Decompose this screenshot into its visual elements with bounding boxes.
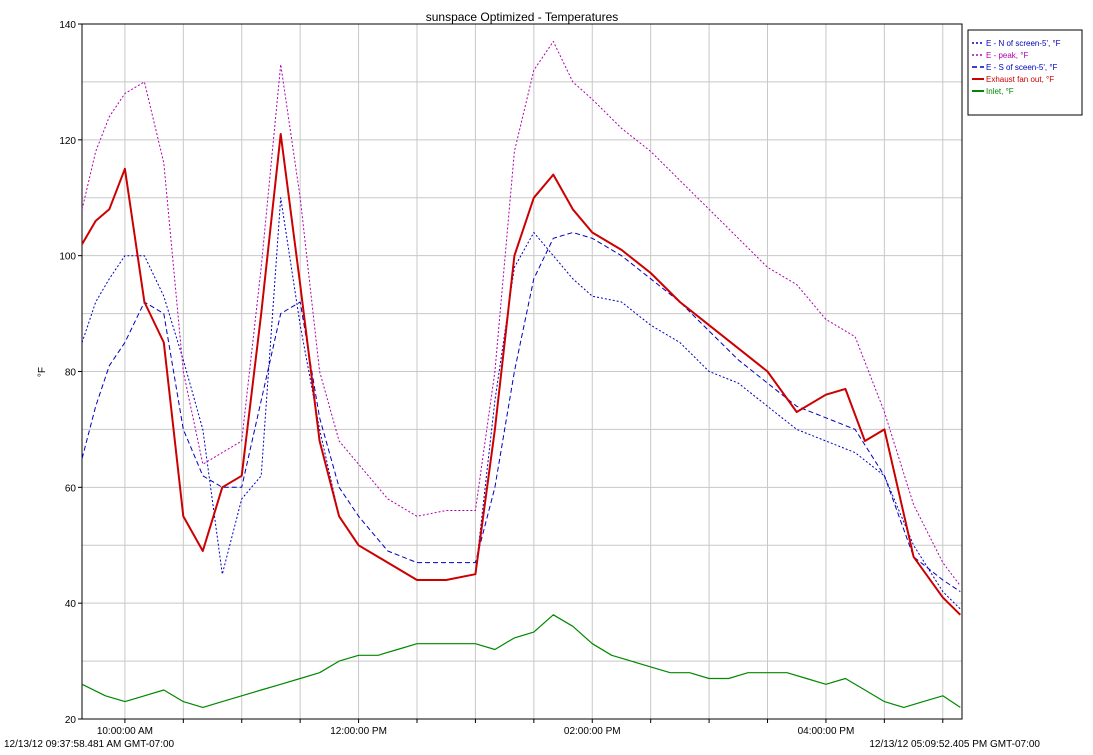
y-tick-label: 60: [65, 483, 77, 494]
x-tick-label: 12:00:00 PM: [330, 726, 387, 737]
x-tick-label: 02:00:00 PM: [564, 726, 621, 737]
series-line-2: [81, 40, 961, 587]
series-line-4: [81, 133, 962, 616]
series-line-5: [81, 614, 961, 709]
x-range-start-label: 12/13/12 09:37:58.481 AM GMT-07:00: [4, 739, 175, 750]
series-layer: [81, 40, 962, 709]
x-axis: 10:00:00 AM 12:00:00 PM 02:00:00 PM 04:00:0…: [97, 719, 944, 737]
legend-label-2: E - peak, °F: [986, 51, 1028, 60]
y-tick-label: 140: [59, 20, 76, 31]
series-line-3: [81, 232, 961, 593]
y-axis: 20 40 60 80 100 120 140: [59, 20, 82, 726]
chart-title: sunspace Optimized - Temperatures: [426, 10, 619, 24]
legend-label-4: Exhaust fan out, °F: [986, 75, 1054, 84]
series-line-1: [81, 197, 961, 610]
legend-label-3: E - S of sceen-5', °F: [986, 63, 1058, 72]
x-tick-label: 10:00:00 AM: [97, 726, 153, 737]
legend: E - N of screen-5', °F E - peak, °F E - S …: [967, 29, 1083, 116]
y-tick-label: 120: [59, 136, 76, 147]
y-axis-label: °F: [37, 367, 48, 377]
x-range-end-label: 12/13/12 05:09:52.405 PM GMT-07:00: [869, 739, 1040, 750]
y-tick-label: 100: [59, 252, 76, 263]
legend-label-1: E - N of screen-5', °F: [986, 39, 1061, 48]
legend-label-5: Inlet, °F: [986, 87, 1014, 96]
legend-box: [967, 29, 1083, 116]
x-tick-label: 04:00:00 PM: [798, 726, 855, 737]
y-tick-label: 20: [65, 715, 77, 726]
y-tick-label: 80: [65, 368, 77, 379]
y-tick-label: 40: [65, 599, 77, 610]
